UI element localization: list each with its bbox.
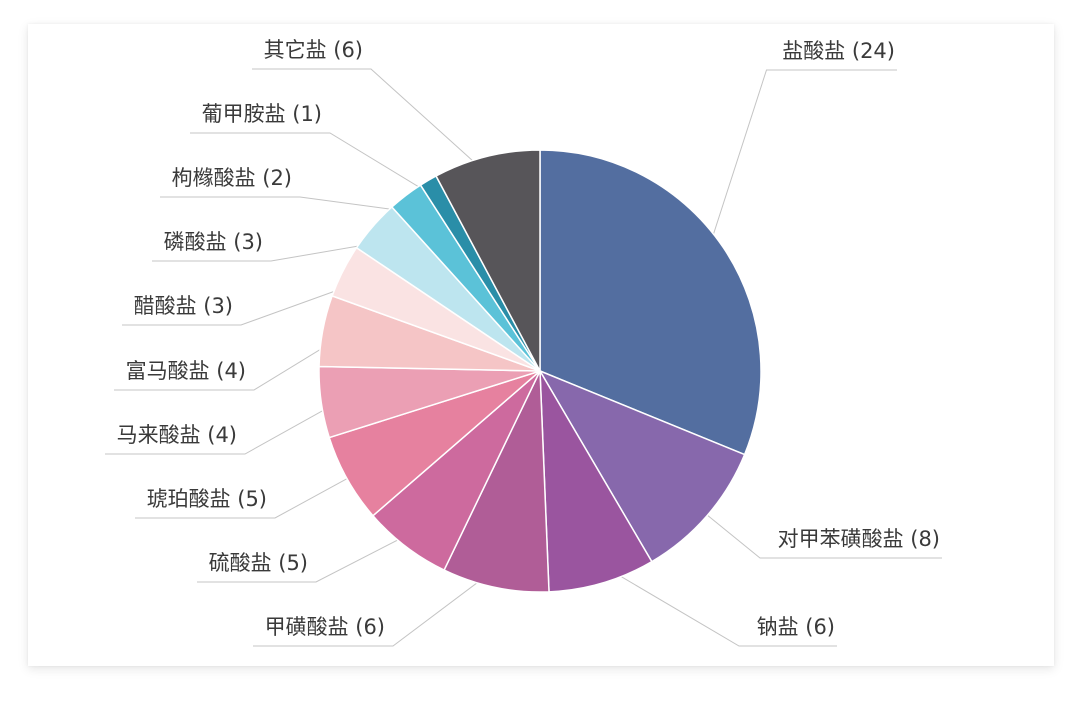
slice-12-label: 葡甲胺盐 (1) [202, 102, 322, 126]
slice-labels: 盐酸盐 (24) 对甲苯磺酸盐 (8) 钠盐 (6) 甲磺酸盐 (6) 硫酸盐 (5) 琥… [117, 38, 940, 639]
slice-5-label: 硫酸盐 (5) [209, 551, 308, 575]
slice-6-leader-line [135, 467, 367, 519]
slice-3-label: 钠盐 (6) [757, 615, 835, 639]
slice-4-label: 甲磺酸盐 (6) [265, 615, 385, 639]
slice-4-leader-line [253, 565, 501, 647]
slice-1-leader-line [704, 69, 897, 261]
slice-11-label: 枸橼酸盐 (2) [172, 166, 292, 190]
slice-3-leader-line [595, 561, 837, 647]
slice-10-label: 磷酸盐 (3) [164, 230, 263, 254]
slice-2 [539, 370, 746, 563]
slice-4 [443, 370, 550, 593]
slice-1-label: 盐酸盐 (24) [782, 39, 895, 63]
slice-10-leader-line [152, 240, 390, 262]
slice-7-leader-line [105, 398, 344, 455]
slice-9-label: 醋酸盐 (3) [134, 294, 233, 318]
slice-2-leader-line [689, 500, 942, 559]
slice-3 [539, 370, 653, 593]
slice-11-leader-line [160, 196, 420, 214]
slice-6-label: 琥珀酸盐 (5) [147, 487, 267, 511]
slice-9-leader-line [122, 280, 363, 326]
slice-13-label: 其它盐 (6) [264, 38, 363, 62]
slice-12-leader-line [190, 132, 440, 200]
slice-13 [435, 149, 541, 372]
slice-8-label: 富马酸盐 (4) [126, 359, 246, 383]
leader-lines [105, 68, 942, 647]
pie-slices [318, 149, 762, 593]
slice-1 [539, 149, 762, 456]
slice-5-leader-line [197, 528, 420, 583]
slice-13-leader-line [252, 68, 493, 179]
slice-2-label: 对甲苯磺酸盐 (8) [778, 527, 940, 551]
slice-8-leader-line [114, 334, 345, 391]
slice-7-label: 马来酸盐 (4) [117, 423, 237, 447]
